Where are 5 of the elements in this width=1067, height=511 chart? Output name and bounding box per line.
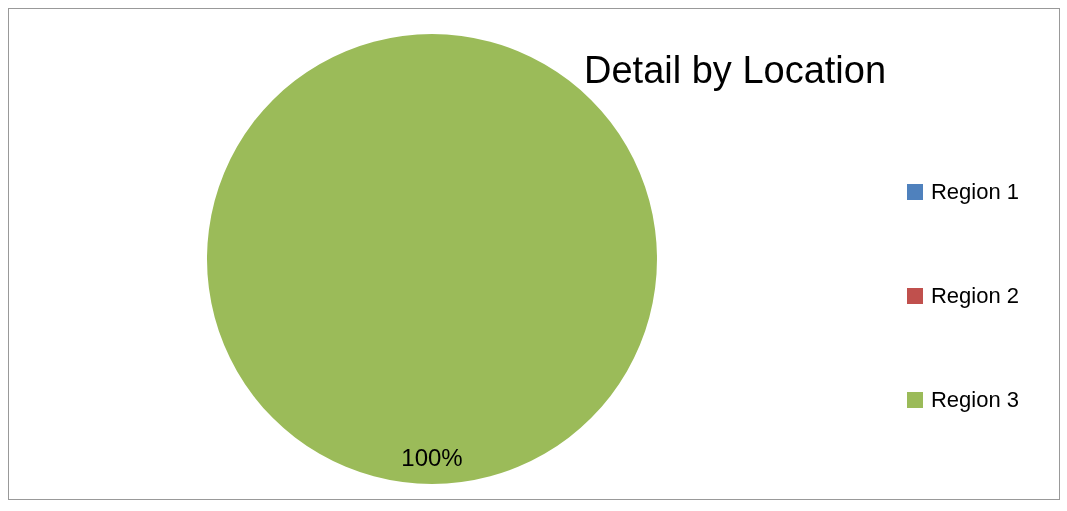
legend-label: Region 1 [930,179,1019,205]
legend-label: Region 2 [930,283,1019,309]
legend-label: Region 3 [930,387,1019,413]
data-label: 100% [401,443,463,471]
chart-title: Detail by Location [584,49,887,92]
